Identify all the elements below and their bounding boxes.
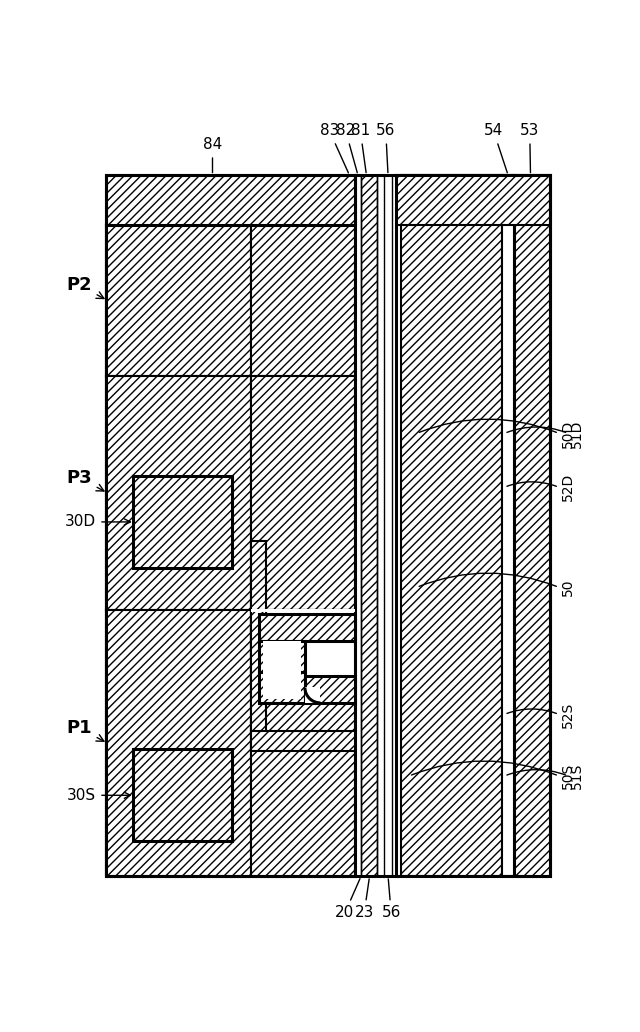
Text: 30D: 30D	[65, 514, 131, 529]
Bar	[515, 175, 550, 876]
Bar	[106, 175, 355, 225]
Text: 82: 82	[336, 124, 357, 172]
Text: P2: P2	[66, 277, 104, 298]
Text: 50S: 50S	[561, 763, 575, 789]
Bar	[251, 732, 355, 750]
Bar	[259, 614, 355, 641]
Bar	[361, 175, 376, 876]
Bar	[259, 672, 305, 703]
Text: 56: 56	[381, 879, 401, 921]
Bar	[106, 611, 251, 876]
Bar	[396, 175, 550, 225]
Bar	[106, 225, 251, 376]
Text: 51D: 51D	[570, 419, 584, 448]
Text: 20: 20	[335, 878, 360, 921]
Bar	[106, 225, 355, 376]
Text: 84: 84	[203, 137, 222, 172]
Bar	[262, 641, 301, 699]
Bar	[259, 641, 305, 672]
Text: P1: P1	[66, 719, 104, 741]
Bar	[401, 175, 502, 876]
Text: 50: 50	[561, 579, 575, 596]
Bar	[384, 175, 392, 876]
Bar	[251, 611, 355, 680]
Bar	[251, 611, 266, 734]
Text: 53: 53	[520, 124, 540, 172]
Text: 56: 56	[376, 124, 396, 172]
Bar	[133, 476, 232, 569]
Text: 52S: 52S	[561, 702, 575, 728]
Bar	[106, 175, 550, 876]
Bar	[106, 376, 251, 611]
Text: 52D: 52D	[561, 473, 575, 502]
Text: 54: 54	[484, 124, 508, 172]
Bar	[106, 376, 355, 611]
Bar	[502, 175, 515, 876]
Bar	[251, 609, 355, 612]
Bar	[251, 376, 355, 611]
Bar	[106, 611, 355, 876]
Bar	[355, 175, 396, 876]
Text: P3: P3	[66, 469, 104, 491]
Text: 83: 83	[320, 124, 348, 173]
Bar	[133, 749, 232, 841]
Text: 81: 81	[351, 124, 370, 172]
Bar	[251, 541, 266, 611]
Bar	[305, 687, 320, 703]
Bar	[305, 676, 355, 703]
Text: 50D: 50D	[561, 419, 575, 448]
Text: 30S: 30S	[67, 787, 131, 803]
Bar	[251, 611, 355, 876]
Text: 51S: 51S	[570, 763, 584, 789]
Text: 23: 23	[355, 879, 374, 921]
Bar	[251, 225, 355, 376]
